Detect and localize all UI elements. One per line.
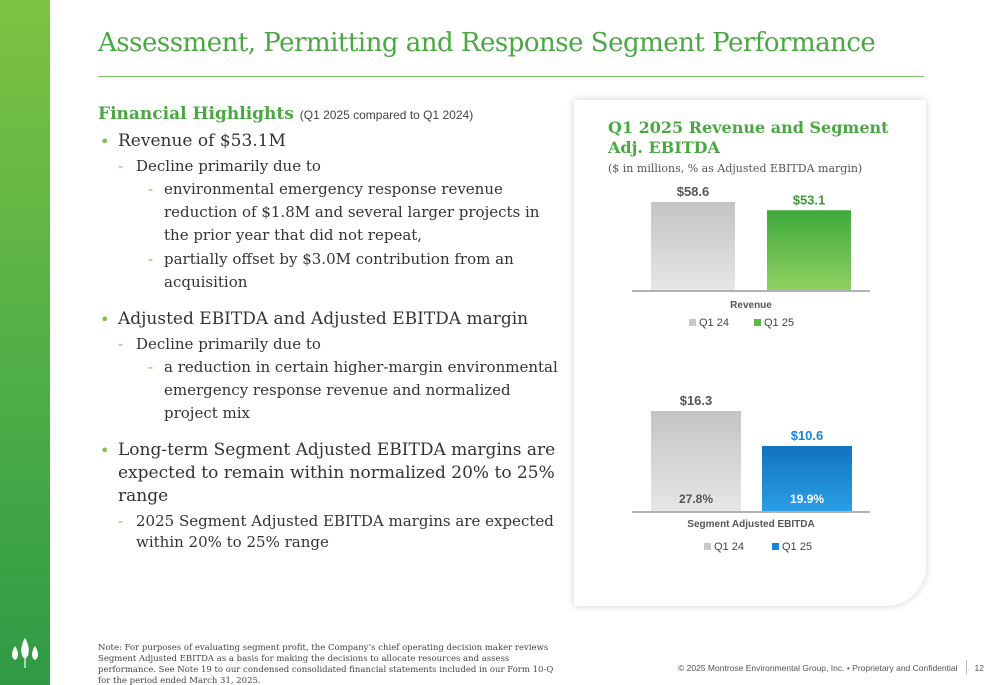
financial-highlights: Financial Highlights (Q1 2025 compared t…	[98, 104, 568, 553]
bullet-revenue: Revenue of $53.1M	[98, 130, 568, 153]
footer-copyright: © 2025 Montrose Environmental Group, Inc…	[678, 663, 958, 673]
ebitda-legend-label-0: Q1 24	[714, 541, 744, 553]
ebitda-legend-swatch-0	[704, 543, 711, 550]
revenue-x-label: Revenue	[730, 300, 772, 311]
revenue-legend-label-1: Q1 25	[764, 317, 794, 329]
sub-sub-bullet-acquisition: partially offset by $3.0M contribution f…	[98, 248, 568, 294]
footer-divider	[965, 660, 967, 674]
revenue-legend-swatch-1	[754, 319, 761, 326]
title-divider	[98, 76, 924, 77]
highlights-title: Financial Highlights	[98, 104, 294, 124]
ebitda-data-label: $10.6	[791, 428, 824, 443]
ebitda-bar-q124	[651, 411, 741, 511]
sub-bullet-2025-margins: 2025 Segment Adjusted EBITDA margins are…	[98, 511, 568, 553]
highlights-period: (Q1 2025 compared to Q1 2024)	[299, 108, 474, 122]
revenue-legend-label-0: Q1 24	[699, 317, 729, 329]
chart-card: Q1 2025 Revenue and Segment Adj. EBITDA …	[574, 100, 926, 606]
footnote: Note: For purposes of evaluating segment…	[98, 643, 554, 685]
sub-sub-bullet-emergency-response: environmental emergency response revenue…	[98, 178, 568, 247]
sub-bullet-ebitda-decline: Decline primarily due to	[98, 334, 568, 355]
ebitda-x-label: Segment Adjusted EBITDA	[687, 519, 814, 530]
ebitda-margin-label: 19.9%	[790, 492, 824, 506]
ebitda-bar-q125	[762, 445, 852, 511]
bullet-long-term-margins: Long-term Segment Adjusted EBITDA margin…	[98, 439, 568, 508]
highlights-heading: Financial Highlights (Q1 2025 compared t…	[98, 104, 568, 124]
chart-card-subtitle: ($ in millions, % as Adjusted EBITDA mar…	[608, 162, 863, 175]
revenue-bar-q125	[767, 210, 851, 290]
revenue-data-label: $53.1	[793, 192, 826, 207]
chart-card-title: Q1 2025 Revenue and Segment Adj. EBITDA	[608, 118, 889, 157]
ebitda-margin-label: 27.8%	[679, 492, 713, 506]
revenue-data-label: $58.6	[677, 184, 710, 199]
page-title: Assessment, Permitting and Response Segm…	[98, 28, 876, 58]
bullet-ebitda: Adjusted EBITDA and Adjusted EBITDA marg…	[98, 308, 568, 331]
sub-bullet-revenue-decline: Decline primarily due to	[98, 156, 568, 177]
ebitda-legend-swatch-1	[772, 543, 779, 550]
ebitda-legend-label-1: Q1 25	[782, 541, 812, 553]
revenue-legend-swatch-0	[689, 319, 696, 326]
revenue-bar-q124	[651, 202, 735, 290]
sub-sub-bullet-margin-reduction: a reduction in certain higher-margin env…	[98, 356, 568, 425]
ebitda-data-label: $16.3	[680, 393, 713, 408]
brand-sidebar	[0, 0, 50, 685]
footer: © 2025 Montrose Environmental Group, Inc…	[678, 660, 984, 674]
montrose-drop-logo-icon	[12, 638, 38, 668]
page-number: 12	[974, 663, 984, 673]
